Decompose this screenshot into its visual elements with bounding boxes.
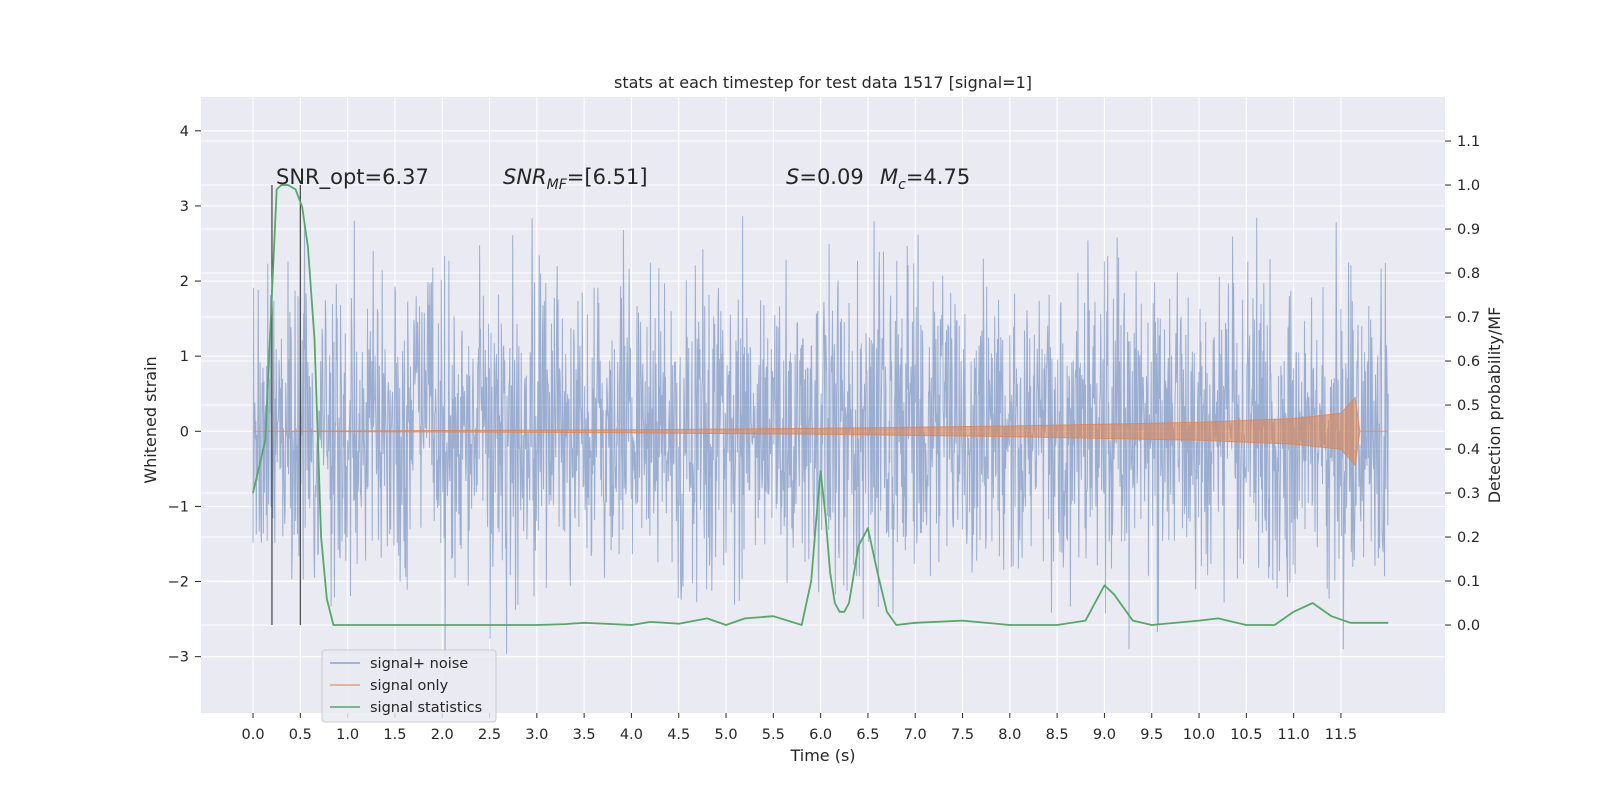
x-tick-label: 6.5 — [856, 727, 879, 743]
y-ticks: −3 −2 −1 0 1 2 3 4 — [168, 124, 201, 666]
x-tick-label: 0.5 — [289, 727, 312, 743]
y-tick-label: 3 — [180, 199, 189, 215]
m-symbol: M — [880, 165, 898, 189]
y-tick-label: 4 — [180, 124, 189, 140]
s-value: =0.09 — [799, 165, 863, 189]
x-tick-label: 4.0 — [620, 727, 643, 743]
annotation-snr-opt: SNR_opt=6.37 — [276, 165, 429, 190]
c-subscript: c — [898, 177, 906, 193]
vertical-markers — [271, 185, 301, 625]
x-tick-label: 11.5 — [1325, 727, 1357, 743]
x-tick-label: 11.0 — [1277, 727, 1309, 743]
y-tick-label: 1 — [180, 349, 189, 365]
y2-tick-label: 0.6 — [1457, 354, 1480, 370]
legend: signal+ noise signal only signal statist… — [321, 649, 497, 723]
y-tick-label: 0 — [180, 424, 189, 440]
y2-tick-label: 0.4 — [1457, 442, 1480, 458]
annotation-s: S=0.09 — [786, 165, 864, 189]
y2-tick-label: 0.9 — [1457, 222, 1480, 238]
x-tick-label: 3.5 — [573, 727, 596, 743]
y-tick-label: −3 — [168, 650, 189, 666]
x-tick-label: 2.5 — [478, 727, 501, 743]
legend-box — [321, 649, 497, 723]
s-symbol: S — [786, 165, 799, 189]
mf-subscript: MF — [547, 177, 568, 193]
legend-label-signal-statistics: signal statistics — [370, 700, 482, 716]
y-tick-label: −1 — [168, 499, 189, 515]
y2-tick-label: 0.3 — [1457, 486, 1480, 502]
x-tick-label: 5.0 — [715, 727, 738, 743]
x-ticks: 0.0 0.5 1.0 1.5 2.0 2.5 3.0 3.5 4.0 4.5 5.0 5.5 6.0 6… — [241, 713, 1357, 743]
signal-noise-line — [252, 216, 1389, 657]
series-signal-only — [252, 396, 1389, 467]
x-tick-label: 9.0 — [1093, 727, 1116, 743]
snr-symbol: SNR — [503, 165, 547, 189]
x-tick-label: 1.0 — [336, 727, 359, 743]
series-signal-noise — [252, 216, 1389, 657]
y-tick-label: −2 — [168, 575, 189, 591]
series-signal-statistics — [252, 184, 1389, 626]
x-tick-label: 1.5 — [383, 727, 406, 743]
x-tick-label: 6.0 — [809, 727, 832, 743]
y2-tick-label: 0.0 — [1457, 618, 1480, 634]
y2-tick-label: 0.2 — [1457, 530, 1480, 546]
y2-tick-label: 1.0 — [1457, 178, 1480, 194]
mc-value: =4.75 — [906, 165, 970, 189]
x-tick-label: 8.5 — [1046, 727, 1069, 743]
x-tick-label: 10.0 — [1183, 727, 1215, 743]
legend-label-signal-only: signal only — [370, 678, 449, 694]
x-tick-label: 3.0 — [525, 727, 548, 743]
x-tick-label: 8.0 — [998, 727, 1021, 743]
signal-statistics-line — [252, 184, 1389, 626]
legend-label-signal-noise: signal+ noise — [370, 656, 468, 672]
x-tick-label: 2.0 — [431, 727, 454, 743]
x-tick-label: 4.5 — [667, 727, 690, 743]
x-tick-label: 0.0 — [241, 727, 264, 743]
x-tick-label: 7.0 — [904, 727, 927, 743]
x-tick-label: 5.5 — [762, 727, 785, 743]
x-tick-label: 10.5 — [1230, 727, 1262, 743]
y-axis-label: Whitened strain — [141, 356, 160, 483]
x-tick-label: 9.5 — [1140, 727, 1163, 743]
y2-tick-label: 0.1 — [1457, 574, 1480, 590]
y2-tick-label: 0.8 — [1457, 266, 1480, 282]
snr-mf-value: =[6.51] — [567, 165, 648, 189]
y2-tick-label: 1.1 — [1457, 134, 1480, 150]
y2-ticks: 0.0 0.1 0.2 0.3 0.4 0.5 0.6 0.7 0.8 0.9 1.0 1.1 — [1445, 134, 1480, 634]
chart-title: stats at each timestep for test data 151… — [614, 73, 1032, 92]
annotation-mc: Mc=4.75 — [880, 165, 970, 193]
signal-only-area — [252, 396, 1389, 467]
x-axis-label: Time (s) — [789, 746, 855, 765]
x-tick-label: 7.5 — [951, 727, 974, 743]
y2-axis-label: Detection probability/MF — [1485, 307, 1504, 504]
y-tick-label: 2 — [180, 274, 189, 290]
y2-tick-label: 0.7 — [1457, 310, 1480, 326]
y2-tick-label: 0.5 — [1457, 398, 1480, 414]
annotation-snr-mf: SNRMF=[6.51] — [503, 165, 648, 193]
